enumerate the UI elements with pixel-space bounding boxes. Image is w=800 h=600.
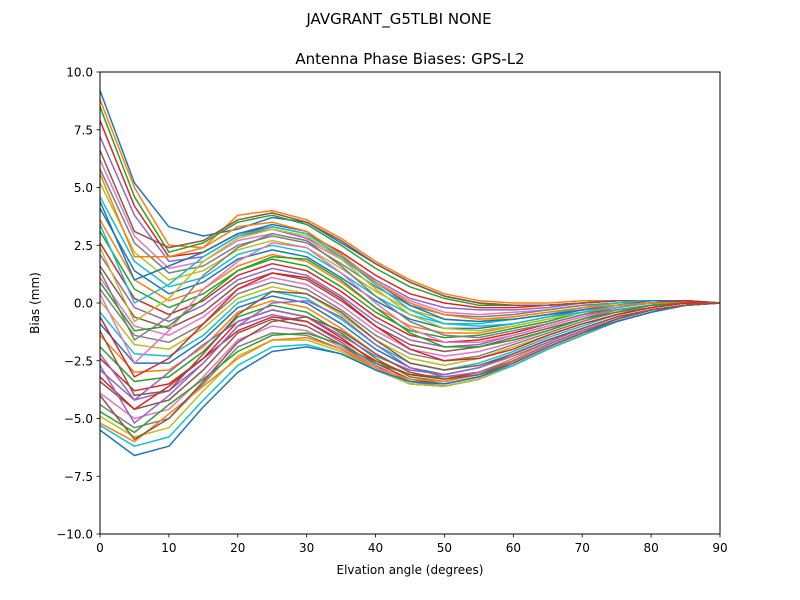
x-tick-label: 40	[368, 541, 383, 555]
series-line-31	[99, 302, 721, 457]
x-tick-label: 0	[96, 541, 104, 555]
x-tick-label: 10	[161, 541, 176, 555]
y-tick-label: −2.5	[64, 354, 93, 368]
x-tick-label: 90	[712, 541, 727, 555]
series-line-40	[99, 224, 720, 327]
x-tick-label: 50	[437, 541, 452, 555]
x-tick-label: 80	[643, 541, 658, 555]
series-line-38	[99, 232, 720, 341]
series-line-42	[99, 173, 720, 320]
series-line-43	[99, 256, 720, 348]
y-tick-label: 10.0	[66, 66, 93, 80]
y-axis-label: Bias (mm)	[28, 272, 42, 334]
figure-suptitle: JAVGRANT_G5TLBI NONE	[305, 10, 491, 29]
y-tick-label: −10.0	[56, 528, 93, 542]
y-tick-label: −7.5	[64, 470, 93, 484]
series-group	[99, 90, 721, 457]
chart-title: Antenna Phase Biases: GPS-L2	[295, 50, 524, 68]
y-axis-ticks: −10.0 −7.5 −5.0 −2.5 0.0 2.5 5.0 7.5 10.0	[56, 66, 100, 542]
y-tick-label: 0.0	[74, 297, 93, 311]
x-axis-ticks: 0 10 20 30 40 50 60 70 80 90	[96, 534, 728, 555]
y-tick-label: 2.5	[74, 239, 93, 253]
y-tick-label: 7.5	[74, 123, 93, 137]
plot-area	[99, 71, 721, 535]
series-line-44	[99, 272, 720, 378]
series-line-36	[99, 290, 721, 397]
x-axis-label: Elvation angle (degrees)	[337, 563, 484, 577]
series-line-46	[99, 302, 721, 441]
y-tick-label: −5.0	[64, 412, 93, 426]
x-tick-label: 20	[230, 541, 245, 555]
series-line-6	[99, 150, 721, 307]
x-tick-label: 70	[575, 541, 590, 555]
x-tick-label: 60	[506, 541, 521, 555]
y-tick-label: 5.0	[74, 181, 93, 195]
x-tick-label: 30	[299, 541, 314, 555]
